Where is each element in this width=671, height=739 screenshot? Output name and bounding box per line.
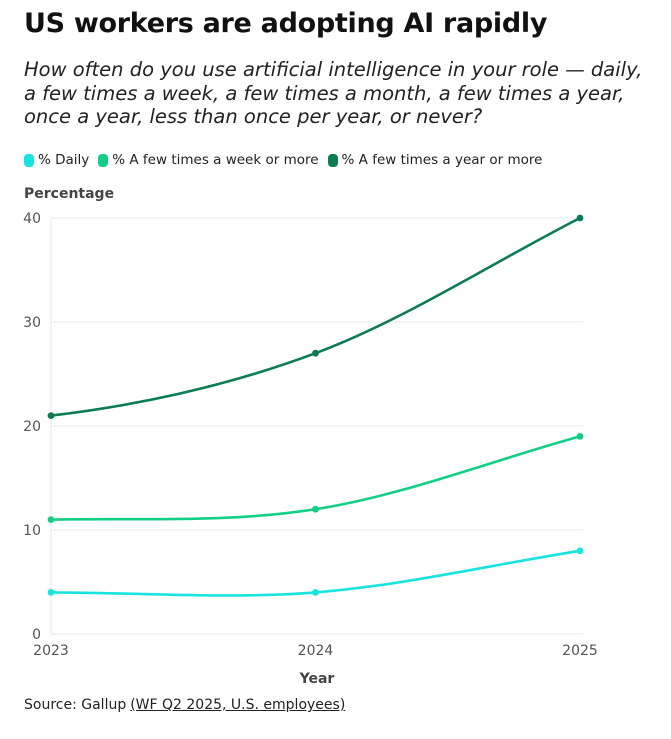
line-chart: Percentage 0 10 20 30 40 2023 2024 2025 Year <box>23 186 598 687</box>
data-point-0-2025[interactable] <box>576 547 584 555</box>
source-note: Source: Gallup (WF Q2 2025, U.S. employee… <box>24 697 345 713</box>
legend-label-few-times-year: % A few times a year or more <box>341 152 543 168</box>
chart-subtitle: How often do you use artificial intellig… <box>24 58 643 128</box>
series-line-2 <box>49 216 582 417</box>
source-label: Source: Gallup <box>24 697 127 713</box>
x-axis-label: Year <box>299 671 335 687</box>
series-line-0 <box>49 549 582 597</box>
x-tick-label-2023: 2023 <box>33 643 69 659</box>
gridlines <box>50 217 583 635</box>
legend: % Daily % A few times a week or more % A… <box>24 152 551 168</box>
y-axis-label: Percentage <box>24 186 114 202</box>
y-tick-label-40: 40 <box>23 211 41 227</box>
legend-swatch-few-times-year <box>327 153 338 167</box>
data-point-1-2025[interactable] <box>576 433 584 440</box>
data-point-1-2024[interactable] <box>312 505 319 513</box>
data-point-2-2023[interactable] <box>47 412 55 419</box>
data-point-2-2025[interactable] <box>576 214 584 222</box>
source-link[interactable]: (WF Q2 2025, U.S. employees) <box>130 697 346 713</box>
y-axis-ticks: 0 10 20 30 40 <box>23 211 41 643</box>
chart-title: US workers are adopting AI rapidly <box>24 8 548 39</box>
y-tick-label-20: 20 <box>23 419 41 435</box>
data-point-0-2024[interactable] <box>312 589 319 596</box>
legend-swatch-daily <box>24 153 34 167</box>
legend-label-daily: % Daily <box>38 152 90 168</box>
series-lines <box>47 214 584 597</box>
data-point-0-2023[interactable] <box>47 589 55 596</box>
y-tick-label-10: 10 <box>23 523 41 539</box>
data-point-2-2024[interactable] <box>312 349 319 357</box>
legend-item-few-times-week[interactable]: % A few times a week or more <box>98 152 319 168</box>
y-tick-label-30: 30 <box>23 315 41 331</box>
x-axis-ticks: 2023 2024 2025 <box>33 643 598 659</box>
legend-item-few-times-year[interactable]: % A few times a year or more <box>327 152 543 168</box>
legend-label-few-times-week: % A few times a week or more <box>112 152 319 168</box>
y-tick-label-0: 0 <box>32 627 41 643</box>
x-tick-label-2024: 2024 <box>298 643 334 659</box>
x-tick-label-2025: 2025 <box>562 643 598 659</box>
legend-item-daily[interactable]: % Daily <box>24 152 89 168</box>
data-point-1-2023[interactable] <box>47 516 55 523</box>
legend-swatch-few-times-week <box>98 153 109 167</box>
